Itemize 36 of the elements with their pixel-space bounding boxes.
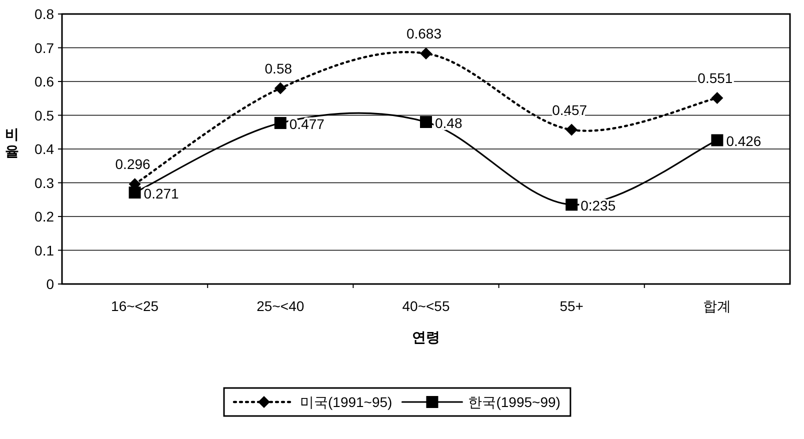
data-label: 0.271 (144, 186, 180, 202)
y-tick-label: 0.6 (34, 74, 54, 90)
y-tick-label: 0.2 (34, 208, 54, 224)
data-label: 0.426 (726, 133, 762, 150)
point (128, 186, 141, 199)
point (420, 116, 432, 128)
data-label: 0.683 (406, 25, 442, 42)
y-tick-label: 0.7 (34, 40, 54, 56)
y-axis-title: 비율 (5, 126, 19, 159)
y-tick-label: 0.4 (34, 141, 54, 157)
data-label: 0.477 (289, 116, 325, 132)
x-tick-label: 40~<55 (402, 298, 450, 314)
point (566, 198, 578, 211)
data-label: 0.58 (264, 60, 292, 76)
x-tick-label: 합계 (703, 298, 732, 314)
point (274, 117, 286, 130)
y-tick-label: 0.8 (34, 6, 54, 22)
y-tick-label: 0 (46, 276, 54, 292)
point (420, 47, 432, 60)
y-tick-label: 0.3 (34, 174, 54, 191)
y-tick-label: 0.5 (34, 107, 54, 124)
point (274, 82, 286, 94)
y-tick-label: 0.1 (34, 242, 54, 258)
x-tick-label: 25~<40 (256, 298, 304, 314)
legend-label: 미국(1991~95) (300, 394, 392, 410)
data-label: 0.296 (115, 156, 151, 172)
x-axis-title: 연령 (412, 329, 440, 345)
data-label: 0.457 (552, 102, 588, 118)
legend-label: 한국(1995~99) (468, 394, 560, 410)
x-tick-label: 16~<25 (111, 298, 159, 314)
data-label: 0.235 (580, 198, 616, 214)
data-label: 0.48 (435, 115, 462, 131)
point (566, 124, 578, 136)
x-tick-label: 55+ (560, 298, 584, 314)
point (711, 134, 724, 146)
point (711, 92, 724, 104)
